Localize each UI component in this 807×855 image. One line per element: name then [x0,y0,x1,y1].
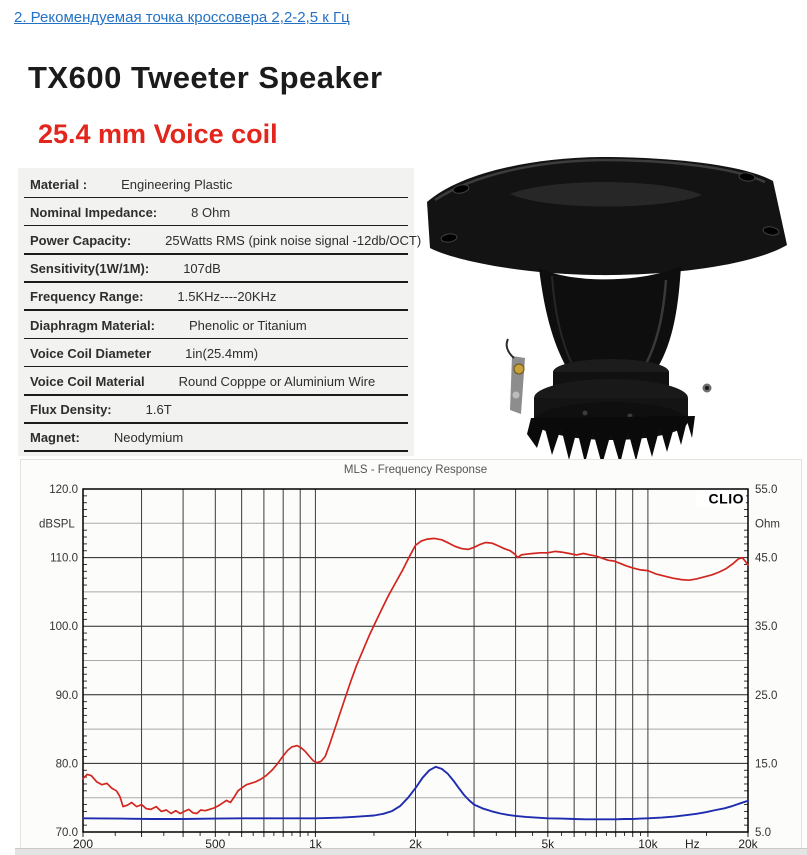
screw-hole-icon [440,233,458,243]
spec-label: Diaphragm Material: [30,317,155,333]
right-axis-tick: 55.0 [755,484,777,496]
spec-label: Flux Density: [30,402,112,418]
spec-row: Nominal Impedance: 8 Ohm [18,198,414,227]
spec-label: Nominal Impedance: [30,204,158,220]
x-axis-tick: 20k [738,837,758,851]
right-axis-unit-label: Ohm [755,518,780,530]
spec-row: Diaphragm Material: Phenolic or Titanium [18,311,414,340]
spec-row: Frequency Range: 1.5KHz----20KHz [18,283,414,312]
right-axis-tick: 35.0 [755,621,777,633]
product-photo [415,148,807,465]
spec-label: Sensitivity(1W/1M): [30,261,150,277]
spec-row: Material : Engineering Plastic [18,170,414,199]
spec-row: Magnet: Neodymium [18,424,414,453]
spec-value: 107dB [183,261,221,277]
page-title: TX600 Tweeter Speaker [28,60,383,95]
x-axis-tick: 2k [409,837,423,851]
right-axis-tick: 45.0 [755,553,777,565]
crossover-recommendation-link[interactable]: 2. Рекомендуемая точка кроссовера 2,2-2,… [14,9,350,26]
window-bottom-edge [15,848,807,855]
terminal-tab [505,338,525,414]
spec-table: Material : Engineering Plastic Nominal Imp… [18,168,421,456]
spec-row: Flux Density: 1.6T [18,396,414,424]
x-axis-tick: 200 [73,837,93,851]
spec-value: 8 Ohm [191,204,231,220]
spec-row: Power Capacity: 25Watts RMS (pink noise s… [18,226,421,255]
left-axis-unit-label: dBSPL [39,518,75,530]
spec-value: Neodymium [113,430,184,446]
left-axis-tick: 110.0 [50,553,78,565]
left-axis-tick: 100.0 [49,621,78,633]
left-axis-tick: 70.0 [56,827,78,839]
horn-tweeter-illustration [427,157,787,465]
spec-label: Frequency Range: [30,289,144,305]
right-axis-tick: 15.0 [755,758,777,770]
spec-label: Magnet: [30,430,80,446]
horn-flange [427,157,787,276]
spec-value: Engineering Plastic [121,176,233,192]
spec-value: 25Watts RMS (pink noise signal -12db/OCT… [165,232,422,248]
spec-label: Material : [30,176,88,192]
left-axis-tick: 90.0 [56,690,78,702]
voice-coil-subtitle: 25.4 mm Voice coil [38,119,278,149]
right-axis-tick: 5.0 [755,827,771,839]
series-spl-curve [82,537,749,815]
x-axis-tick: Hz [685,837,700,851]
spec-value: 1.6T [145,402,172,418]
x-axis-tick: 1k [309,837,323,851]
left-axis-tick: 80.0 [56,758,78,770]
mls-chart-canvas: MLS - Frequency Response CLIO 120.0 110.0 10… [39,464,780,851]
horn-throat [539,266,681,372]
clio-logo: CLIO [709,491,744,507]
right-axis-tick: 25.0 [755,690,777,702]
spec-value: Phenolic or Titanium [188,317,307,333]
frequency-response-chart: MLS - Frequency Response CLIO 120.0 110.0 10… [20,459,802,853]
screw-hole-icon [738,172,756,182]
series-impedance-curve [82,765,749,821]
chart-title: MLS - Frequency Response [344,464,487,476]
screw-hole-icon [762,226,780,236]
left-axis-tick: 120.0 [49,484,78,496]
heatsink-fins [527,416,695,465]
x-axis-tick: 5k [541,837,555,851]
spec-row: Voice Coil Diameter 1in(25.4mm) [18,339,414,368]
spec-value: 1in(25.4mm) [185,345,259,361]
spec-value: Round Copppe or Aluminium Wire [178,373,376,389]
x-axis-tick: 10k [638,837,658,851]
spec-label: Voice Coil Material [30,373,145,389]
spec-row: Voice Coil Material Round Copppe or Alumi… [18,367,414,396]
spec-value: 1.5KHz----20KHz [177,289,277,305]
spec-label: Voice Coil Diameter [30,345,152,361]
spec-row: Sensitivity(1W/1M): 107dB [18,255,414,283]
screw-hole-icon [452,184,470,194]
spec-label: Power Capacity: [30,232,132,248]
x-axis-tick: 500 [205,837,225,851]
ring-screw-icon [582,410,588,416]
